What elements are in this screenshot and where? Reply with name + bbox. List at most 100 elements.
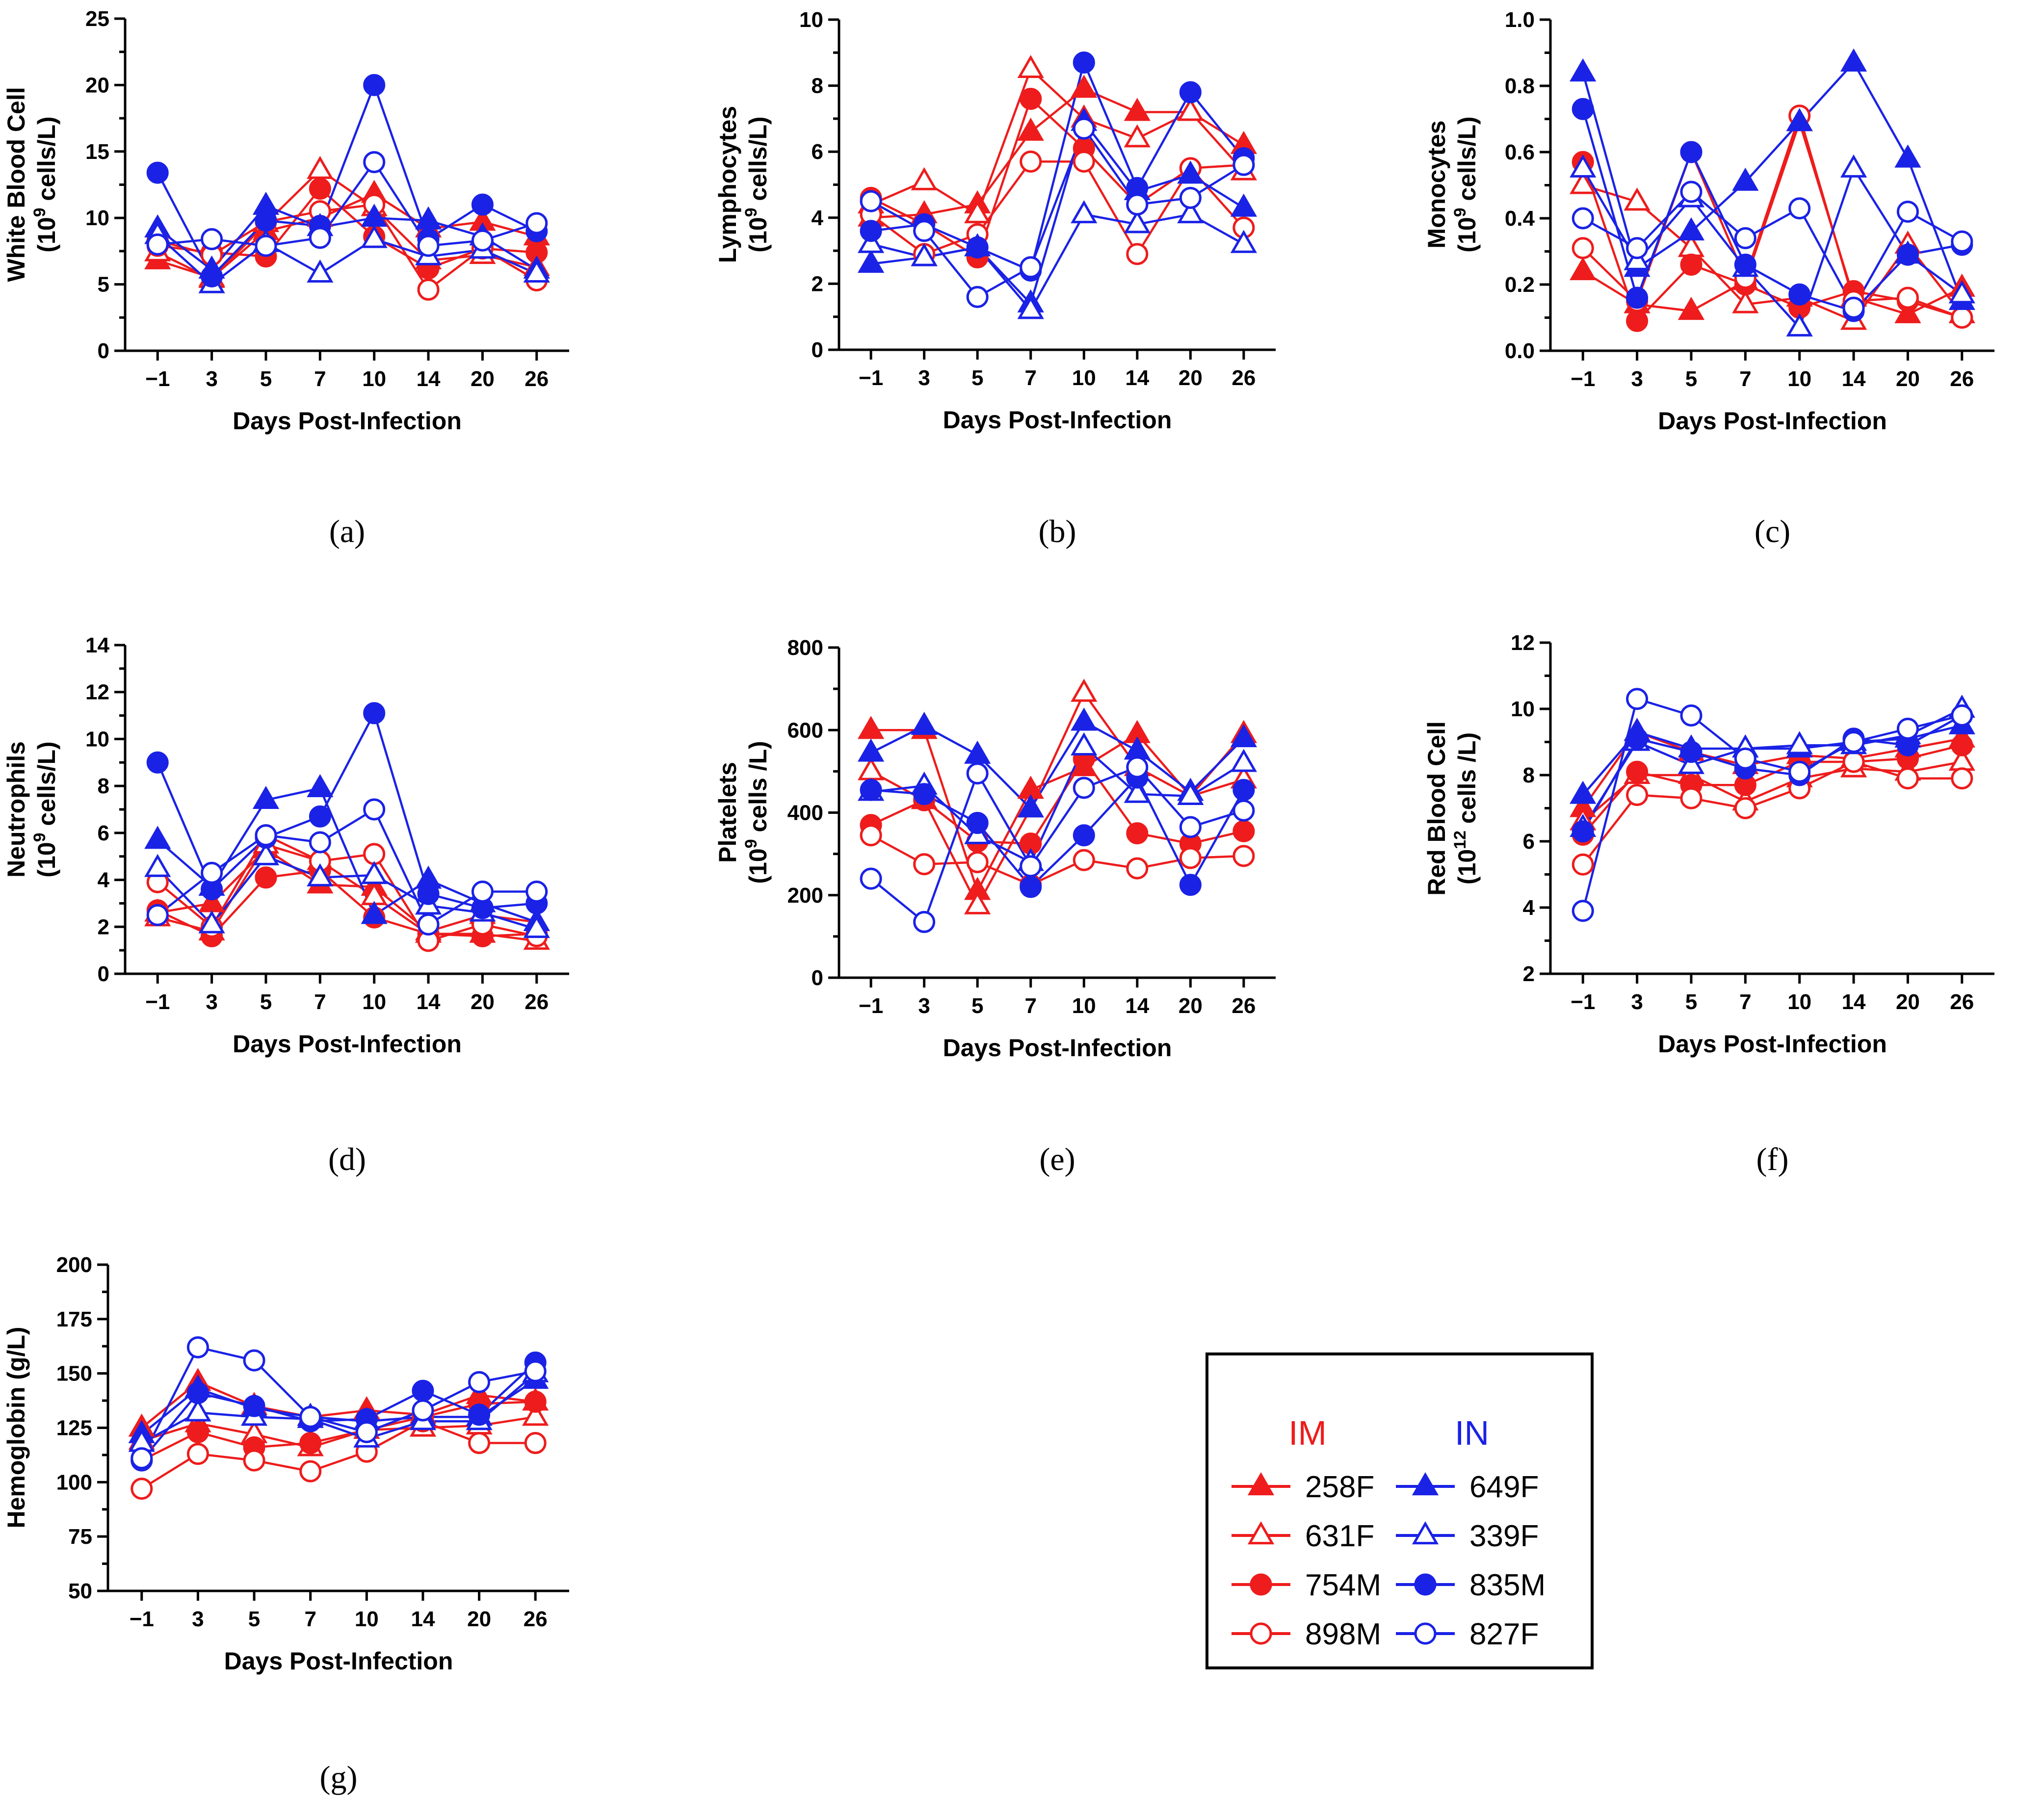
- data-point-339F: [1177, 781, 1204, 805]
- legend-marker-835M: [1414, 1573, 1437, 1596]
- data-point-898M: [468, 1432, 491, 1455]
- data-point-754M: [1951, 734, 1973, 756]
- data-point-835M: [1179, 874, 1202, 896]
- data-point-827F: [1572, 207, 1594, 230]
- data-point-835M: [417, 883, 440, 905]
- y-tick-label: 25: [85, 7, 109, 31]
- y-axis-title-unit: (1012 cells /L): [1451, 732, 1481, 884]
- x-tick-label: 14: [1842, 367, 1866, 391]
- data-point-631F: [1124, 124, 1151, 148]
- data-point-649F: [1570, 780, 1597, 804]
- data-point-339F: [1786, 731, 1813, 754]
- x-tick-label: 20: [471, 990, 495, 1014]
- data-point-827F: [186, 1336, 209, 1358]
- legend-box: [1206, 1352, 1594, 1669]
- x-tick-label: −1: [145, 990, 170, 1014]
- x-tick-label: 5: [971, 366, 983, 390]
- data-point-827F: [255, 824, 277, 847]
- panel-label: (d): [328, 1142, 366, 1177]
- data-point-835M: [1232, 779, 1255, 801]
- data-point-827F: [1896, 201, 1919, 223]
- y-tick-label: 2: [98, 915, 109, 939]
- x-tick-label: 14: [1125, 366, 1149, 390]
- data-point-754M: [186, 1421, 209, 1443]
- data-point-898M: [1020, 150, 1042, 173]
- x-tick-label: 14: [417, 990, 441, 1014]
- y-tick-label: 0: [98, 339, 109, 363]
- x-tick-label: 10: [355, 1607, 379, 1631]
- data-point-827F: [146, 233, 169, 256]
- data-point-835M: [255, 209, 277, 232]
- data-point-827F: [1126, 756, 1149, 779]
- x-tick-label: 26: [524, 367, 549, 391]
- data-point-835M: [146, 751, 169, 774]
- x-tick-label: 26: [524, 990, 549, 1014]
- data-point-649F: [1230, 724, 1258, 748]
- y-tick-label: 10: [85, 206, 109, 230]
- data-point-827F: [1680, 704, 1703, 727]
- y-axis-title-unit: (109 cells/L): [1451, 116, 1481, 252]
- x-tick-label: 20: [1896, 367, 1920, 391]
- x-axis-title: Days Post-Infection: [1658, 407, 1887, 435]
- data-point-898M: [1572, 237, 1594, 260]
- x-tick-label: −1: [130, 1607, 154, 1631]
- data-point-258F: [857, 716, 885, 739]
- data-point-649F: [1894, 144, 1921, 168]
- chart-b: 0 2 4 6 8 10 −1 3 5 7 10 14 20 26 Days Post-Infection L…: [714, 8, 1276, 549]
- data-point-827F: [1126, 193, 1149, 216]
- y-axis-title: Hemoglobin (g/L): [2, 1326, 30, 1528]
- data-point-898M: [1734, 797, 1756, 819]
- data-point-649F: [1786, 108, 1813, 131]
- y-axis-title-line1: White Blood Cell: [2, 87, 30, 282]
- data-point-898M: [1073, 150, 1095, 173]
- y-tick-label: 150: [56, 1362, 92, 1386]
- data-point-339F: [307, 259, 334, 283]
- legend-entries: 258F 631F 754M 898M 649F 339F 835M 827F: [1232, 1470, 1546, 1651]
- data-point-898M: [417, 278, 440, 301]
- x-tick-label: 7: [1024, 366, 1036, 390]
- y-tick-label: 200: [56, 1253, 92, 1277]
- x-tick-label: 10: [1787, 367, 1811, 391]
- data-point-835M: [186, 1382, 209, 1404]
- data-point-649F: [1230, 193, 1258, 217]
- data-point-827F: [1734, 747, 1756, 770]
- chart-e: 0 200 400 600 800 −1 3 5 7 10 14 20 26 Days Post-Infe…: [714, 636, 1276, 1177]
- data-point-898M: [1179, 847, 1202, 869]
- data-point-898M: [1572, 853, 1594, 876]
- x-tick-label: 7: [1739, 990, 1751, 1014]
- data-point-827F: [1896, 718, 1919, 740]
- data-point-339F: [1677, 751, 1705, 774]
- series-line-827F: [1582, 190, 1963, 310]
- data-point-649F: [1840, 48, 1867, 72]
- x-tick-label: 26: [1950, 990, 1974, 1014]
- data-point-649F: [911, 711, 938, 735]
- y-axis-title-line1: Neutrophils: [2, 741, 30, 878]
- data-point-835M: [243, 1395, 265, 1417]
- data-point-827F: [1179, 816, 1202, 838]
- y-tick-label: 4: [1523, 896, 1535, 920]
- x-axis-title: Days Post-Infection: [1658, 1030, 1887, 1058]
- data-point-649F: [307, 774, 334, 798]
- y-tick-label: 4: [98, 868, 110, 892]
- x-tick-label: 7: [1739, 367, 1751, 391]
- data-point-827F: [309, 831, 331, 854]
- data-point-898M: [186, 1443, 209, 1465]
- data-point-835M: [201, 265, 223, 287]
- data-point-339F: [1948, 280, 1975, 304]
- data-point-827F: [1680, 181, 1703, 203]
- legend-label-258F: 258F: [1305, 1470, 1374, 1504]
- y-axis-title-unit: (109 cells/L): [30, 116, 60, 252]
- data-point-898M: [966, 851, 989, 873]
- y-tick-label: 5: [98, 273, 109, 297]
- data-point-827F: [1788, 760, 1811, 783]
- series-line-258F: [870, 87, 1245, 219]
- y-tick-label: 10: [1511, 697, 1535, 721]
- series-line-827F: [870, 766, 1244, 924]
- data-point-835M: [1896, 243, 1919, 266]
- y-tick-label: 6: [98, 821, 109, 845]
- data-point-835M: [1020, 876, 1042, 898]
- data-point-827F: [363, 798, 386, 821]
- data-point-835M: [966, 236, 989, 259]
- x-tick-label: 5: [1685, 990, 1697, 1014]
- x-tick-label: 10: [1072, 366, 1096, 390]
